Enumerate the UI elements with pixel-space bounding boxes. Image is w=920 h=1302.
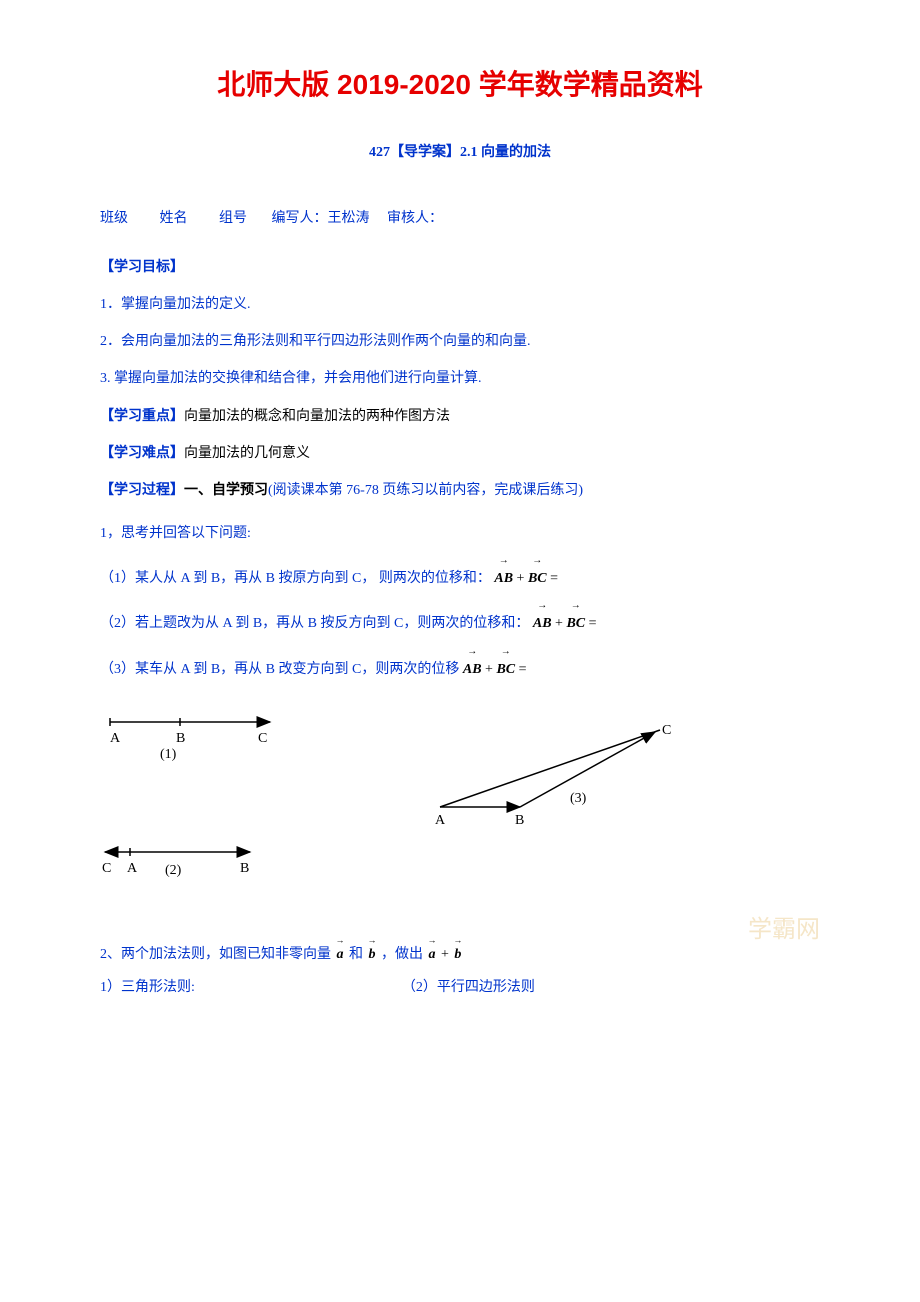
key-point-line: 【学习重点】向量加法的概念和向量加法的两种作图方法 [100, 404, 820, 429]
difficulty-text: 向量加法的几何意义 [184, 446, 310, 461]
diagram-2: C A B (2) [102, 848, 250, 878]
class-label: 班级 [100, 211, 128, 226]
q1b-text: （2）若上题改为从 A 到 B，再从 B 按反方向到 C，则两次的位移和： [100, 616, 529, 631]
q2-sub1: 1）三角形法则: [100, 980, 195, 995]
process-part1-note: (阅读课本第 76-78 页练习以前内容，完成课后练习) [268, 483, 583, 498]
q1-item-c: （3）某车从 A 到 B，再从 B 改变方向到 C，则两次的位移 AB + BC… [100, 655, 820, 682]
group-label: 组号 [219, 211, 247, 226]
objectives-heading: 【学习目标】 [100, 255, 820, 280]
d3-label: (3) [570, 791, 587, 806]
d2-label: (2) [165, 863, 182, 878]
page-subtitle: 427【导学案】2.1 向量的加法 [100, 140, 820, 165]
diagrams-container: A B C (1) C A B (2) A B C (3) 学霸网 [100, 702, 820, 902]
vec-b2: →b [452, 942, 463, 967]
difficulty-line: 【学习难点】向量加法的几何意义 [100, 441, 820, 466]
q1-item-b: （2）若上题改为从 A 到 B，再从 B 按反方向到 C，则两次的位移和： AB… [100, 609, 820, 636]
diagram-3: A B C (3) [435, 723, 671, 828]
q1-item-a: （1）某人从 A 到 B，再从 B 按原方向到 C， 则两次的位移和： AB +… [100, 564, 820, 591]
q1a-text: （1）某人从 A 到 B，再从 B 按原方向到 C， 则两次的位移和： [100, 571, 491, 586]
watermark: 学霸网 [748, 909, 820, 952]
process-part1-label: 一、自学预习 [184, 483, 268, 498]
d3-C: C [662, 723, 671, 738]
key-point-label: 【学习重点】 [100, 409, 184, 424]
vector-ab-3: AB [463, 655, 482, 682]
d2-B: B [240, 861, 249, 876]
vector-bc: BC [528, 564, 547, 591]
vector-ab: AB [494, 564, 513, 591]
q2-post: ，做出 [381, 947, 423, 962]
diagrams-svg: A B C (1) C A B (2) A B C (3) [100, 702, 820, 902]
diagram-1: A B C (1) [110, 718, 270, 762]
vector-bc-3: BC [496, 655, 515, 682]
objective-1: 1．掌握向量加法的定义. [100, 292, 820, 317]
d3-B: B [515, 813, 524, 828]
vec-a2: →a [427, 942, 438, 967]
d2-A: A [127, 861, 138, 876]
process-label: 【学习过程】 [100, 483, 184, 498]
d2-C: C [102, 861, 111, 876]
reviewer-label: 审核人： [387, 211, 443, 226]
q2-sub2: （2）平行四边形法则 [402, 980, 535, 995]
vec-a: →a [335, 942, 346, 967]
difficulty-label: 【学习难点】 [100, 446, 184, 461]
d1-label: (1) [160, 747, 177, 762]
key-point-text: 向量加法的概念和向量加法的两种作图方法 [184, 409, 450, 424]
d1-B: B [176, 731, 185, 746]
d3-A: A [435, 813, 446, 828]
vector-bc-2: BC [566, 609, 585, 636]
objective-2: 2．会用向量加法的三角形法则和平行四边形法则作两个向量的和向量. [100, 329, 820, 354]
d1-C: C [258, 731, 267, 746]
q2-mid: 和 [349, 947, 363, 962]
objective-3: 3. 掌握向量加法的交换律和结合律，并会用他们进行向量计算. [100, 366, 820, 391]
d1-A: A [110, 731, 121, 746]
page-title: 北师大版 2019-2020 学年数学精品资料 [100, 60, 820, 110]
q2-intro: 2、两个加法法则，如图已知非零向量 →a 和 →b ，做出 →a + →b [100, 942, 820, 967]
meta-line: 班级 姓名 组号 编写人：王松涛 审核人： [100, 206, 820, 231]
q1c-text: （3）某车从 A 到 B，再从 B 改变方向到 C，则两次的位移 [100, 662, 459, 677]
q1-intro: 1，思考并回答以下问题: [100, 521, 820, 546]
vector-ab-2: AB [533, 609, 552, 636]
q2-sublines: 1）三角形法则: （2）平行四边形法则 [100, 975, 820, 1000]
vec-b: →b [367, 942, 378, 967]
name-label: 姓名 [160, 211, 188, 226]
q2-pre: 2、两个加法法则，如图已知非零向量 [100, 947, 331, 962]
author-label: 编写人：王松涛 [272, 211, 370, 226]
process-line: 【学习过程】一、自学预习(阅读课本第 76-78 页练习以前内容，完成课后练习) [100, 478, 820, 503]
